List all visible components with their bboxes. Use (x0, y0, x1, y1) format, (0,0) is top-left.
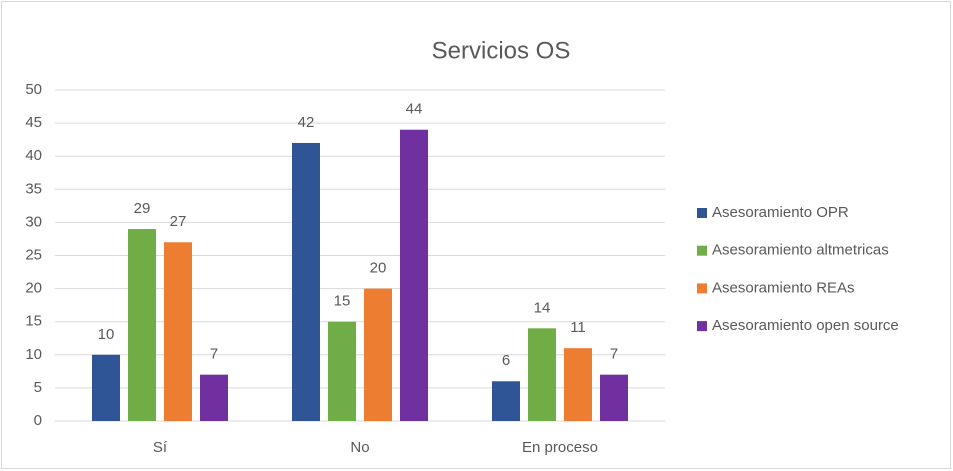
y-tick-label: 0 (34, 412, 42, 429)
data-label: 42 (298, 114, 315, 131)
bar (492, 381, 520, 421)
chart-title: Servicios OS (432, 37, 571, 64)
legend-swatch (697, 208, 707, 218)
y-tick-label: 45 (25, 114, 42, 131)
legend-label: Asesoramiento open source (712, 317, 899, 334)
bar (92, 354, 120, 421)
bar (328, 321, 356, 421)
data-label: 7 (610, 346, 618, 363)
data-label: 29 (134, 200, 151, 217)
bar (292, 142, 320, 421)
bar (600, 374, 628, 421)
bar (128, 229, 156, 421)
data-label: 15 (334, 293, 351, 310)
x-tick-label: Sí (153, 439, 168, 456)
data-label: 27 (170, 213, 187, 230)
y-tick-label: 50 (25, 81, 42, 98)
legend-swatch (697, 283, 707, 294)
data-label: 14 (534, 299, 551, 316)
data-label: 7 (210, 346, 218, 363)
y-tick-label: 15 (25, 313, 42, 330)
bar (564, 348, 592, 421)
bar (164, 242, 192, 421)
y-tick-label: 40 (25, 147, 42, 164)
y-tick-label: 10 (25, 346, 42, 363)
y-tick-label: 5 (34, 379, 42, 396)
data-label: 10 (98, 326, 115, 343)
y-tick-label: 20 (25, 280, 42, 297)
data-label: 6 (502, 352, 510, 369)
bar (528, 328, 556, 421)
legend-label: Asesoramiento OPR (712, 204, 849, 221)
y-tick-label: 25 (25, 246, 42, 263)
legend-swatch (697, 321, 707, 332)
legend-swatch (697, 245, 707, 256)
x-tick-label: En proceso (522, 439, 598, 456)
bar (364, 288, 392, 421)
data-label: 20 (370, 260, 387, 277)
data-label: 44 (406, 101, 423, 118)
legend-label: Asesoramiento REAs (712, 279, 855, 296)
x-tick-label: No (350, 439, 369, 456)
bar (400, 129, 428, 421)
y-tick-label: 35 (25, 180, 42, 197)
bar (200, 374, 228, 421)
legend-label: Asesoramiento altmetricas (712, 242, 889, 259)
y-tick-label: 30 (25, 213, 42, 230)
data-label: 11 (570, 319, 586, 336)
